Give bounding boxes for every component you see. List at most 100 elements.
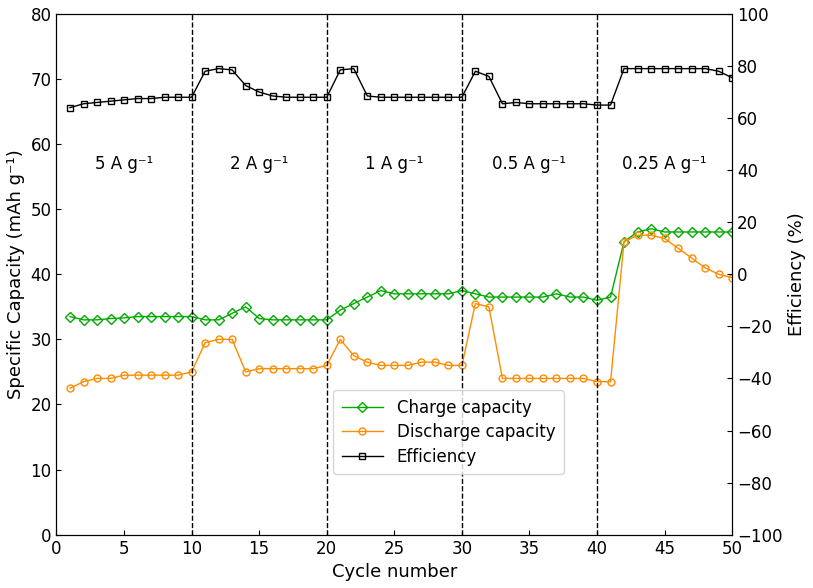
Charge capacity bbox=[389, 290, 399, 298]
Charge capacity bbox=[200, 316, 210, 323]
Discharge capacity bbox=[687, 255, 697, 262]
Charge capacity bbox=[159, 313, 169, 320]
Efficiency bbox=[592, 102, 602, 109]
Discharge capacity bbox=[322, 362, 332, 369]
Charge capacity bbox=[524, 293, 534, 300]
Efficiency bbox=[471, 68, 480, 75]
Efficiency bbox=[511, 99, 521, 106]
Discharge capacity bbox=[579, 375, 589, 382]
Legend: Charge capacity, Discharge capacity, Efficiency: Charge capacity, Discharge capacity, Eff… bbox=[333, 390, 563, 475]
Charge capacity bbox=[538, 293, 548, 300]
Charge capacity bbox=[471, 290, 480, 298]
Charge capacity bbox=[646, 225, 656, 232]
Discharge capacity bbox=[565, 375, 575, 382]
Charge capacity bbox=[606, 293, 615, 300]
X-axis label: Cycle number: Cycle number bbox=[332, 563, 457, 581]
Discharge capacity bbox=[254, 365, 264, 372]
Efficiency bbox=[173, 93, 183, 101]
Discharge capacity bbox=[308, 365, 318, 372]
Text: 0.25 A g⁻¹: 0.25 A g⁻¹ bbox=[622, 155, 706, 173]
Efficiency bbox=[524, 100, 534, 107]
Efficiency bbox=[214, 65, 224, 72]
Charge capacity bbox=[133, 313, 142, 320]
Discharge capacity bbox=[606, 378, 615, 385]
Charge capacity bbox=[579, 293, 589, 300]
Efficiency bbox=[200, 68, 210, 75]
Efficiency bbox=[92, 99, 102, 106]
Efficiency bbox=[403, 93, 413, 101]
Charge capacity bbox=[295, 316, 305, 323]
Discharge capacity bbox=[187, 369, 197, 376]
Charge capacity bbox=[403, 290, 413, 298]
Charge capacity bbox=[565, 293, 575, 300]
Charge capacity bbox=[687, 229, 697, 236]
Charge capacity bbox=[673, 229, 683, 236]
Line: Efficiency: Efficiency bbox=[67, 65, 736, 111]
Efficiency bbox=[673, 65, 683, 72]
Text: 5 A g⁻¹: 5 A g⁻¹ bbox=[95, 155, 153, 173]
Charge capacity bbox=[65, 313, 75, 320]
Charge capacity bbox=[457, 287, 467, 294]
Y-axis label: Specific Capacity (mAh g⁻¹): Specific Capacity (mAh g⁻¹) bbox=[7, 149, 25, 399]
Discharge capacity bbox=[389, 362, 399, 369]
Efficiency bbox=[389, 93, 399, 101]
Text: 1 A g⁻¹: 1 A g⁻¹ bbox=[365, 155, 424, 173]
Charge capacity bbox=[498, 293, 507, 300]
Charge capacity bbox=[173, 313, 183, 320]
Discharge capacity bbox=[173, 372, 183, 379]
Charge capacity bbox=[120, 315, 129, 322]
Discharge capacity bbox=[498, 375, 507, 382]
Charge capacity bbox=[728, 229, 737, 236]
Efficiency bbox=[336, 66, 346, 74]
Charge capacity bbox=[592, 297, 602, 304]
Efficiency bbox=[714, 68, 724, 75]
Efficiency bbox=[281, 93, 291, 101]
Charge capacity bbox=[714, 229, 724, 236]
Discharge capacity bbox=[633, 232, 642, 239]
Charge capacity bbox=[620, 238, 629, 245]
Efficiency bbox=[551, 100, 561, 107]
Discharge capacity bbox=[471, 300, 480, 307]
Efficiency bbox=[267, 92, 277, 99]
Discharge capacity bbox=[200, 339, 210, 346]
Efficiency bbox=[484, 73, 493, 80]
Efficiency bbox=[416, 93, 426, 101]
Efficiency bbox=[646, 65, 656, 72]
Discharge capacity bbox=[416, 359, 426, 366]
Efficiency bbox=[538, 100, 548, 107]
Discharge capacity bbox=[524, 375, 534, 382]
Charge capacity bbox=[146, 313, 156, 320]
Discharge capacity bbox=[159, 372, 169, 379]
Efficiency bbox=[687, 65, 697, 72]
Charge capacity bbox=[322, 316, 332, 323]
Discharge capacity bbox=[592, 378, 602, 385]
Charge capacity bbox=[363, 293, 372, 300]
Discharge capacity bbox=[673, 245, 683, 252]
Efficiency bbox=[457, 93, 467, 101]
Efficiency bbox=[254, 89, 264, 96]
Line: Discharge capacity: Discharge capacity bbox=[67, 232, 736, 392]
Text: 0.5 A g⁻¹: 0.5 A g⁻¹ bbox=[493, 155, 567, 173]
Efficiency bbox=[728, 74, 737, 81]
Efficiency bbox=[159, 93, 169, 101]
Charge capacity bbox=[633, 229, 642, 236]
Charge capacity bbox=[430, 290, 440, 298]
Charge capacity bbox=[267, 316, 277, 323]
Discharge capacity bbox=[403, 362, 413, 369]
Charge capacity bbox=[511, 293, 521, 300]
Charge capacity bbox=[336, 306, 346, 313]
Discharge capacity bbox=[363, 359, 372, 366]
Discharge capacity bbox=[430, 359, 440, 366]
Discharge capacity bbox=[79, 378, 89, 385]
Efficiency bbox=[443, 93, 453, 101]
Text: 2 A g⁻¹: 2 A g⁻¹ bbox=[230, 155, 289, 173]
Efficiency bbox=[79, 100, 89, 107]
Charge capacity bbox=[281, 316, 291, 323]
Discharge capacity bbox=[65, 385, 75, 392]
Discharge capacity bbox=[214, 336, 224, 343]
Discharge capacity bbox=[241, 369, 250, 376]
Discharge capacity bbox=[646, 232, 656, 239]
Charge capacity bbox=[484, 293, 493, 300]
Discharge capacity bbox=[714, 270, 724, 278]
Efficiency bbox=[322, 93, 332, 101]
